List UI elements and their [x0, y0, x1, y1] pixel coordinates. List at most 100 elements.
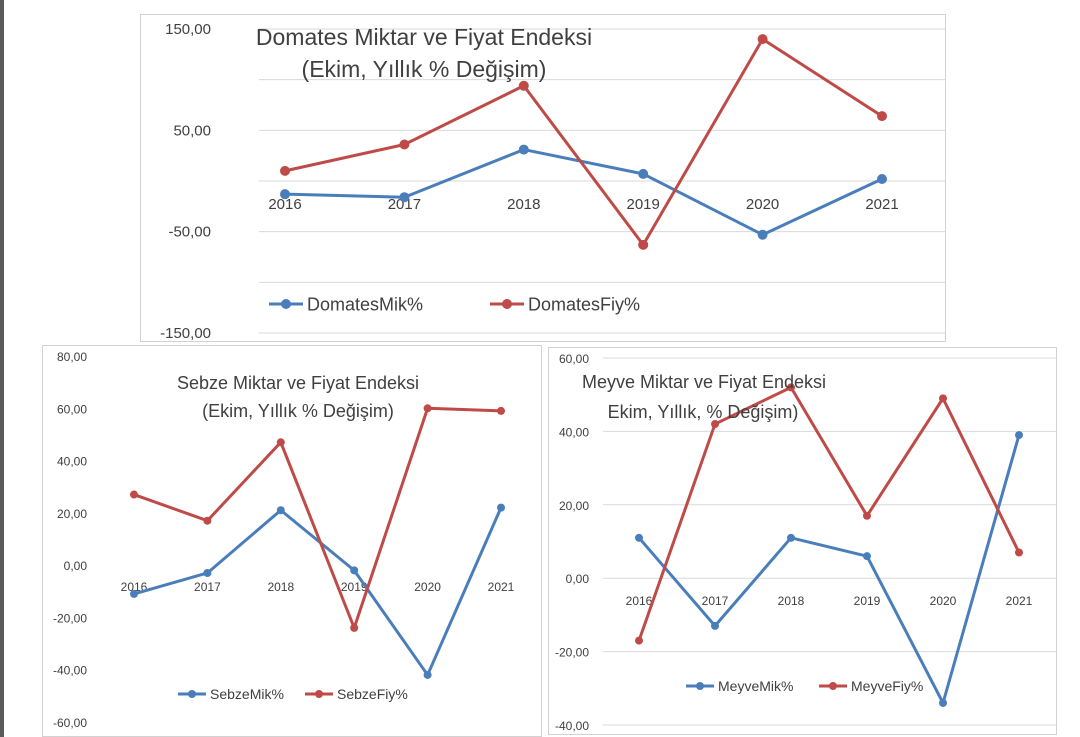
sebze-legend-label: SebzeFiy% — [337, 686, 408, 702]
domates-x-tick-label: 2020 — [746, 196, 779, 213]
meyve-series-line-2 — [637, 385, 1021, 642]
sebze-legend-marker — [188, 690, 196, 698]
meyve-data-point — [1015, 431, 1023, 440]
meyve-x-tick-label: 2017 — [702, 594, 729, 608]
meyve-y-tick-label: 20,00 — [559, 499, 589, 513]
sebze-y-tick-label: 0,00 — [64, 559, 88, 573]
domates-data-point — [518, 144, 529, 155]
sebze-y-tick-label: 60,00 — [57, 402, 87, 416]
meyve-chart-panel: 60,00 40,00 20,00 0,00 -20,00 -40,00 2016 2017… — [548, 347, 1057, 735]
sebze-legend-marker — [315, 690, 323, 698]
domates-y-tick-label: -150,00 — [160, 325, 211, 341]
meyve-data-point — [939, 394, 947, 403]
sebze-data-point — [130, 490, 138, 499]
sebze-y-tick-label: -20,00 — [53, 611, 87, 625]
meyve-x-tick-label: 2016 — [626, 594, 653, 608]
sebze-data-point — [276, 438, 285, 447]
domates-data-point — [638, 168, 649, 179]
meyve-data-point — [863, 552, 871, 561]
domates-data-point — [877, 111, 887, 122]
sebze-data-point — [497, 406, 505, 415]
domates-x-tick-label: 2019 — [627, 196, 660, 213]
sebze-legend-label: SebzeMik% — [210, 686, 284, 702]
sebze-x-tick-label: 2021 — [488, 580, 515, 594]
sebze-x-tick-label: 2020 — [414, 580, 441, 594]
domates-legend-label: DomatesMik% — [307, 294, 423, 314]
domates-data-point — [877, 173, 887, 184]
sebze-y-tick-label: 40,00 — [57, 455, 87, 469]
domates-data-point — [280, 189, 290, 200]
domates-data-point — [518, 80, 529, 91]
sebze-y-tick-label: 20,00 — [57, 507, 87, 521]
domates-data-point — [757, 34, 768, 45]
meyve-x-tick-label: 2019 — [854, 594, 881, 608]
domates-data-point — [399, 139, 410, 150]
meyve-series-line-1 — [637, 434, 1021, 705]
meyve-y-tick-label: -40,00 — [555, 719, 589, 733]
meyve-data-point — [711, 420, 719, 429]
domates-series-line-2 — [284, 37, 883, 247]
sebze-series-line-2 — [133, 406, 502, 630]
sebze-data-point — [423, 404, 432, 413]
meyve-x-tick-label: 2018 — [778, 594, 805, 608]
domates-legend-label: DomatesFiy% — [528, 294, 640, 314]
domates-data-point — [399, 192, 410, 203]
sebze-series-line-1 — [133, 507, 503, 677]
domates-x-tick-label: 2021 — [865, 196, 898, 213]
sebze-data-point — [350, 623, 359, 632]
sebze-chart-panel: 80,00 60,00 40,00 20,00 0,00 -20,00 -40,00 -60,… — [42, 345, 542, 737]
meyve-legend-label: MeyveFiy% — [851, 678, 923, 694]
meyve-data-point — [863, 511, 871, 520]
meyve-y-tick-label: 40,00 — [559, 425, 589, 439]
meyve-y-tick-label: 60,00 — [559, 352, 589, 366]
meyve-data-point — [787, 533, 795, 542]
sebze-chart: 80,00 60,00 40,00 20,00 0,00 -20,00 -40,00 -60,… — [53, 350, 515, 730]
sebze-data-point — [276, 506, 285, 515]
domates-data-point — [757, 229, 768, 240]
meyve-legend-marker — [696, 682, 704, 690]
meyve-legend-label: MeyveMik% — [718, 678, 793, 694]
sebze-x-tick-label: 2019 — [341, 580, 368, 594]
domates-x-tick-label: 2017 — [388, 196, 421, 213]
meyve-y-tick-label: -20,00 — [555, 646, 589, 660]
domates-x-tick-label: 2018 — [507, 196, 540, 213]
sebze-chart-subtitle: (Ekim, Yıllık % Değişim) — [202, 401, 394, 421]
domates-chart-subtitle: (Ekim, Yıllık % Değişim) — [302, 56, 547, 82]
meyve-x-tick-label: 2020 — [930, 594, 957, 608]
sebze-chart-title: Sebze Miktar ve Fiyat Endeksi — [177, 373, 419, 393]
meyve-data-point — [711, 621, 719, 630]
meyve-chart-subtitle: Ekim, Yıllık, % Değişim) — [608, 402, 799, 422]
sebze-y-tick-label: -60,00 — [53, 716, 87, 730]
meyve-y-tick-label: 0,00 — [566, 572, 590, 586]
meyve-data-point — [1015, 548, 1023, 557]
domates-chart-panel: 150,00 50,00 -50,00 -150,00 2016 2017 2018 201… — [140, 14, 946, 342]
meyve-data-point — [787, 383, 795, 392]
sebze-data-point — [203, 568, 212, 577]
sebze-data-point — [497, 503, 505, 512]
meyve-chart: 60,00 40,00 20,00 0,00 -20,00 -40,00 2016 2017… — [555, 352, 1056, 733]
sebze-data-point — [423, 670, 432, 679]
sebze-data-point — [350, 566, 359, 575]
meyve-legend-marker — [829, 682, 837, 690]
sebze-x-tick-label: 2017 — [194, 580, 221, 594]
domates-legend-marker — [281, 299, 291, 309]
meyve-chart-title: Meyve Miktar ve Fiyat Endeksi — [582, 372, 826, 392]
page-edge — [0, 0, 4, 737]
meyve-data-point — [635, 533, 643, 542]
meyve-data-point — [939, 698, 947, 707]
domates-chart: 150,00 50,00 -50,00 -150,00 2016 2017 2018 201… — [160, 21, 945, 341]
meyve-x-tick-label: 2021 — [1006, 594, 1033, 608]
meyve-data-point — [635, 636, 643, 645]
domates-data-point — [638, 239, 649, 250]
sebze-y-tick-label: -40,00 — [53, 664, 87, 678]
domates-y-tick-label: 150,00 — [165, 21, 211, 38]
domates-legend-marker — [502, 299, 512, 309]
sebze-y-tick-label: 80,00 — [57, 350, 87, 364]
domates-series-line-1 — [284, 148, 883, 237]
sebze-data-point — [130, 589, 138, 598]
domates-data-point — [280, 165, 290, 176]
domates-y-tick-label: -50,00 — [168, 224, 211, 241]
sebze-data-point — [203, 516, 212, 525]
sebze-x-tick-label: 2018 — [267, 580, 294, 594]
domates-x-tick-label: 2016 — [268, 196, 301, 213]
